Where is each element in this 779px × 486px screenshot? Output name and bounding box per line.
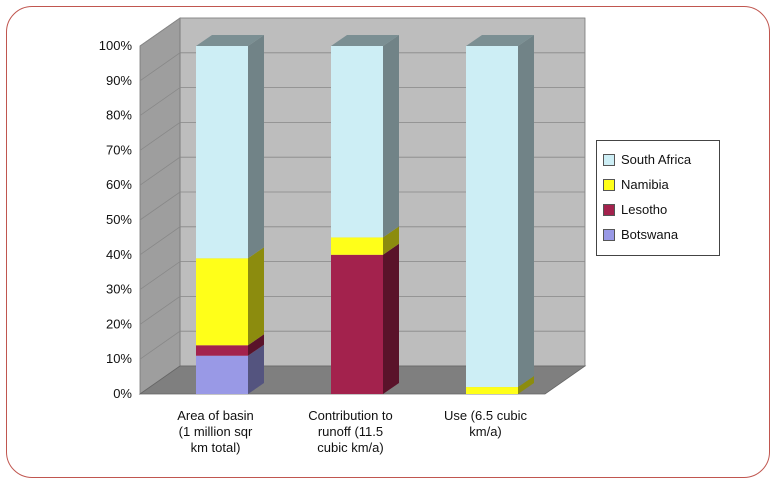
legend-label: Botswana [621, 227, 679, 242]
y-tick-label: 70% [106, 142, 132, 157]
bar-segment [466, 387, 518, 394]
y-tick-label: 0% [113, 386, 132, 401]
y-tick-label: 10% [106, 351, 132, 366]
gridline [139, 261, 585, 290]
bar-segment [466, 46, 518, 388]
bar-segment [196, 355, 248, 394]
bar-segment [196, 345, 248, 356]
bar-segment-side [248, 35, 264, 259]
legend-swatch [603, 153, 615, 166]
legend-swatch [603, 178, 615, 191]
legend-item: Namibia [597, 172, 719, 197]
gridline [139, 87, 585, 116]
gridline [139, 156, 585, 186]
y-tick-label: 50% [106, 212, 132, 227]
gridline [139, 17, 585, 47]
legend-item: Botswana [597, 222, 719, 247]
gridline [139, 52, 585, 82]
gridline [139, 122, 585, 151]
bar-segment-side [248, 247, 264, 346]
bar-segment-side [248, 334, 264, 356]
bar-segment [331, 237, 383, 255]
legend-swatch [603, 228, 615, 241]
legend-label: South Africa [621, 152, 692, 167]
y-tick-label: 40% [106, 247, 132, 262]
gridline [139, 191, 585, 221]
legend-item: South Africa [597, 147, 719, 172]
y-tick-label: 20% [106, 316, 132, 331]
bar-segment-side [383, 243, 399, 394]
bar-segment-side [383, 226, 399, 255]
y-tick-label: 60% [106, 177, 132, 192]
legend-swatch [603, 203, 615, 216]
y-tick-label: 100% [99, 38, 133, 53]
bar-segment [331, 46, 383, 238]
category-label: Use (6.5 cubic km/a) [444, 408, 528, 439]
legend-label: Namibia [621, 177, 669, 192]
gridline [139, 330, 585, 360]
gridline [139, 295, 585, 325]
bar-segment-side [518, 376, 534, 394]
bar-top [196, 35, 264, 46]
bar-segment-side [383, 35, 399, 238]
bar-segment-side [248, 344, 264, 394]
y-tick-label: 80% [106, 108, 132, 123]
bar-top [466, 35, 534, 46]
category-label: Contribution to runoff (11.5 cubic km/a) [308, 408, 393, 455]
bar-segment-side [518, 35, 534, 388]
legend-item: Lesotho [597, 197, 719, 222]
category-label: Area of basin (1 million sqr km total) [177, 408, 254, 455]
gridline [139, 226, 585, 256]
bar-segment [196, 258, 248, 346]
legend-label: Lesotho [621, 202, 668, 217]
chart-legend: South Africa Namibia Lesotho Botswana [596, 140, 720, 256]
bar-segment [196, 46, 248, 259]
y-tick-label: 90% [106, 73, 132, 88]
bar-top [331, 35, 399, 46]
y-tick-label: 30% [106, 282, 132, 297]
bar-segment [331, 254, 383, 394]
